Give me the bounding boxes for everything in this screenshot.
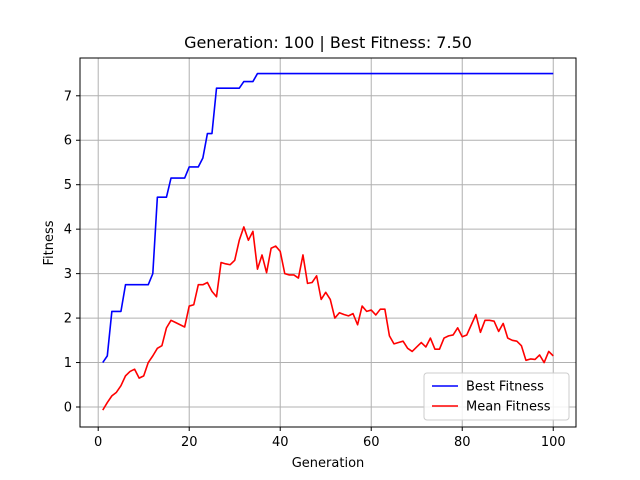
series-line-best-fitness bbox=[102, 72, 554, 363]
y-tick-label: 2 bbox=[64, 312, 72, 327]
x-tick-label: 0 bbox=[94, 435, 102, 450]
y-tick-label: 5 bbox=[64, 178, 72, 193]
y-tick-label: 1 bbox=[64, 356, 72, 371]
y-tick-label: 0 bbox=[64, 400, 72, 415]
series-line-mean-fitness bbox=[102, 226, 554, 411]
x-tick-label: 80 bbox=[454, 435, 471, 450]
chart-title: Generation: 100 | Best Fitness: 7.50 bbox=[184, 33, 472, 52]
y-tick-label: 6 bbox=[64, 134, 72, 149]
legend-box bbox=[423, 372, 570, 421]
legend-label: Best Fitness bbox=[466, 380, 544, 395]
y-tick-label: 4 bbox=[64, 223, 72, 238]
axis-ticks: 0 20 40 60 80 100 0 1 2 3 4 5 6 7 bbox=[64, 89, 566, 450]
y-tick-label: 3 bbox=[64, 267, 72, 282]
x-tick-label: 100 bbox=[541, 435, 566, 450]
x-tick-label: 20 bbox=[181, 435, 198, 450]
y-tick-label: 7 bbox=[64, 89, 72, 104]
plot-frame bbox=[79, 57, 577, 428]
y-axis-label: Fitness bbox=[42, 220, 57, 265]
legend: Best Fitness Mean Fitness bbox=[423, 372, 570, 421]
x-tick-label: 40 bbox=[272, 435, 289, 450]
x-axis-label: Generation bbox=[292, 456, 365, 471]
grid-lines bbox=[80, 58, 576, 427]
series-layer bbox=[102, 72, 554, 411]
legend-label: Mean Fitness bbox=[466, 400, 551, 415]
x-tick-label: 60 bbox=[363, 435, 380, 450]
